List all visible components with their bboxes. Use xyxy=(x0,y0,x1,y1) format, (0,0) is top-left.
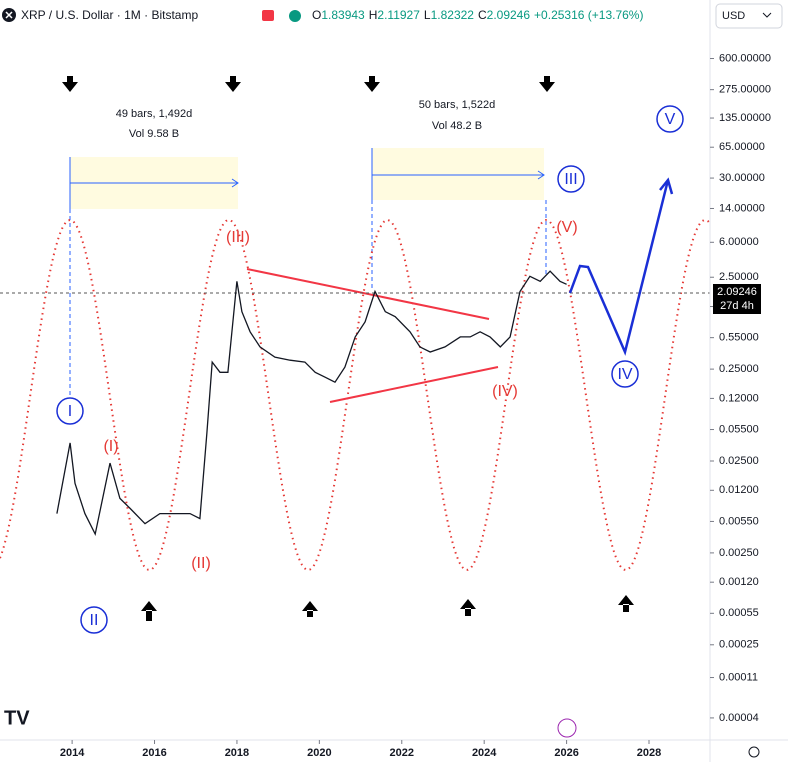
x-tick-label: 2018 xyxy=(225,747,249,759)
wave-label: III xyxy=(564,171,577,188)
y-tick-label: 65.00000 xyxy=(719,141,765,153)
wave-label: (III) xyxy=(226,229,250,246)
wave-label: V xyxy=(665,111,676,128)
y-tick-label: 0.25000 xyxy=(719,363,759,375)
triangle-lines xyxy=(246,268,499,403)
wave-label: (V) xyxy=(556,219,577,236)
y-tick-label: 0.02500 xyxy=(719,455,759,467)
range-label: 49 bars, 1,492d xyxy=(116,108,192,120)
symbol: XRP / U.S. Dollar · 1M · Bitstamp xyxy=(21,8,198,22)
range-box xyxy=(372,148,544,200)
ohlc-part: O xyxy=(312,8,321,22)
x-tick-label: 2020 xyxy=(307,747,331,759)
x-tick-label: 2024 xyxy=(472,747,497,759)
chevron xyxy=(762,12,772,18)
price-line xyxy=(56,270,567,537)
y-tick-label: 135.00000 xyxy=(719,112,771,124)
y-tick-label: 0.00120 xyxy=(719,576,759,588)
y-tick-label: 14.00000 xyxy=(719,202,765,214)
y-tick-label: 0.00025 xyxy=(719,639,759,651)
y-tick-label: 2.50000 xyxy=(719,271,759,283)
y-tick-label: 0.01200 xyxy=(719,484,759,496)
y-tick-label: 0.00250 xyxy=(719,547,759,559)
wave-circle xyxy=(80,606,108,634)
y-tick-label: 0.12000 xyxy=(719,392,759,404)
wave-circle xyxy=(611,360,639,388)
range-arrows xyxy=(69,148,547,398)
ohlc-part: H xyxy=(369,8,378,22)
ohlc-part: C xyxy=(478,8,487,22)
wave-circle xyxy=(557,165,585,193)
y-tick-label: 600.00000 xyxy=(719,52,771,64)
ohlc-part: 2.11927 xyxy=(377,8,420,22)
wave-label: IV xyxy=(617,366,632,383)
y-tick-label: 0.00011 xyxy=(719,671,758,683)
y-tick-label: 0.55000 xyxy=(719,332,759,344)
wave-label: I xyxy=(68,403,72,420)
wave-label: (I) xyxy=(103,438,118,455)
ohlc: O1.83943 H2.11927 L1.82322 C2.09246 +0.25316… xyxy=(312,8,643,22)
projection xyxy=(568,177,674,356)
y-tick-label: 30.00000 xyxy=(719,172,765,184)
range-label: Vol 9.58 B xyxy=(129,128,179,140)
settings-icon[interactable] xyxy=(748,746,760,758)
wave-circle xyxy=(656,105,684,133)
y-tick-label: 0.00055 xyxy=(719,607,759,619)
ohlc-part: 1.82322 xyxy=(431,8,475,22)
y-tick-label: 6.00000 xyxy=(719,236,759,248)
spark-icon[interactable] xyxy=(557,718,577,738)
ohlc-part: 2.09246 xyxy=(487,8,531,22)
currency-button[interactable] xyxy=(715,3,783,29)
y-tick-label: 0.00004 xyxy=(719,712,759,724)
time-axis-bg xyxy=(0,740,788,762)
range-label: Vol 48.2 B xyxy=(432,120,482,132)
currency: USD xyxy=(722,10,745,22)
price-axis-bg xyxy=(710,0,788,762)
last-price: 2.09246 xyxy=(717,286,757,298)
header: XRP / U.S. Dollar · 1M · Bitstamp O1.839… xyxy=(2,8,643,22)
x-tick-label: 2022 xyxy=(390,747,414,759)
logo: TV xyxy=(4,707,30,729)
ohlc-part: L xyxy=(424,8,431,22)
y-tick-label: 0.00550 xyxy=(719,515,759,527)
y-tick-label: 0.05500 xyxy=(719,423,759,435)
x-tick-label: 2016 xyxy=(142,747,166,759)
cycle-curve xyxy=(0,218,711,572)
cycle-arrows xyxy=(62,76,634,621)
price-tag xyxy=(713,284,761,314)
wave-label: (IV) xyxy=(492,383,518,400)
x-tick-label: 2028 xyxy=(637,747,661,759)
range-label: 50 bars, 1,522d xyxy=(419,99,495,111)
wave-circle xyxy=(56,397,84,425)
y-tick-label: 275.00000 xyxy=(719,84,771,96)
x-tick-label: 2026 xyxy=(554,747,578,759)
countdown: 27d 4h xyxy=(720,300,754,312)
ohlc-part: 1.83943 xyxy=(321,8,365,22)
wave-label: (II) xyxy=(191,555,211,572)
wave-label: II xyxy=(90,612,99,629)
change: +0.25316 (+13.76%) xyxy=(534,8,643,22)
x-tick-label: 2014 xyxy=(60,747,85,759)
